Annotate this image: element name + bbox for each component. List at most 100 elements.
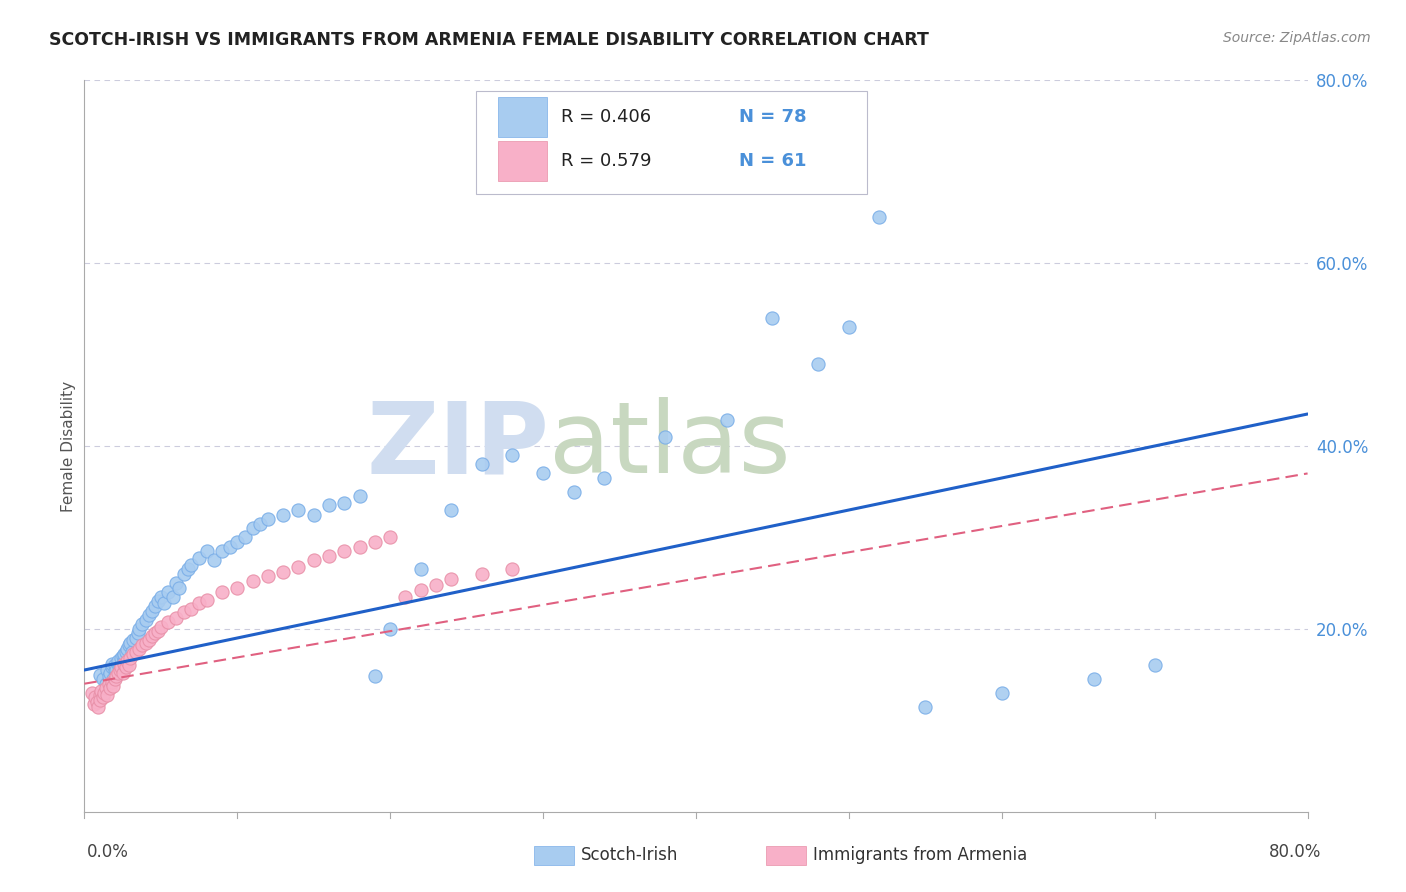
Point [146, 624, 169, 638]
Point [165, 611, 187, 625]
Bar [498, 96, 547, 137]
Point [318, 499, 340, 513]
Point [271, 565, 294, 579]
Point [127, 626, 149, 640]
Point [502, 562, 524, 576]
Text: 80.0%: 80.0% [1270, 843, 1322, 861]
Point [91, 672, 114, 686]
Point [202, 553, 225, 567]
Point [409, 562, 432, 576]
Point [287, 559, 309, 574]
Point [112, 654, 135, 668]
Point [149, 590, 172, 604]
Text: R = 0.579: R = 0.579 [561, 152, 652, 169]
Point [104, 663, 127, 677]
Point [249, 516, 271, 531]
Point [425, 578, 447, 592]
Point [131, 638, 153, 652]
Point [333, 544, 356, 558]
Point [991, 686, 1014, 700]
Point [333, 496, 356, 510]
Point [118, 658, 141, 673]
Point [101, 660, 124, 674]
Point [471, 458, 494, 472]
Point [211, 544, 233, 558]
Point [141, 629, 163, 643]
Point [807, 357, 830, 371]
Point [409, 583, 432, 598]
Point [104, 672, 127, 686]
Point [271, 508, 294, 522]
Point [157, 615, 180, 629]
Point [98, 681, 121, 696]
Point [93, 686, 115, 700]
Point [177, 562, 200, 576]
Text: N = 78: N = 78 [738, 108, 807, 126]
Point [89, 693, 111, 707]
Point [135, 613, 157, 627]
Point [146, 594, 169, 608]
Point [180, 558, 202, 572]
Point [101, 674, 124, 689]
Point [91, 690, 114, 705]
Point [125, 645, 148, 659]
Text: R = 0.406: R = 0.406 [561, 108, 651, 126]
Point [173, 567, 195, 582]
Point [502, 448, 524, 462]
Point [716, 413, 738, 427]
Point [195, 544, 218, 558]
Point [97, 669, 120, 683]
Point [302, 508, 325, 522]
Point [121, 645, 143, 659]
Text: 0.0%: 0.0% [87, 843, 129, 861]
Point [157, 585, 180, 599]
Point [112, 657, 135, 671]
Point [242, 574, 264, 589]
Point [761, 311, 783, 326]
Point [1143, 658, 1166, 673]
Point [107, 665, 129, 680]
Point [87, 699, 110, 714]
Point [115, 642, 138, 657]
Point [122, 648, 145, 662]
Point [94, 676, 117, 690]
Point [211, 585, 233, 599]
Point [101, 657, 124, 671]
Point [143, 626, 166, 640]
Point [562, 484, 585, 499]
Point [226, 581, 249, 595]
Point [83, 697, 105, 711]
Point [115, 654, 138, 668]
Point [593, 471, 616, 485]
Point [138, 632, 160, 647]
Point [218, 540, 240, 554]
Point [440, 503, 463, 517]
Text: Source: ZipAtlas.com: Source: ZipAtlas.com [1223, 31, 1371, 45]
Point [138, 608, 160, 623]
Point [173, 606, 195, 620]
Point [257, 512, 280, 526]
Point [149, 620, 172, 634]
Point [167, 581, 190, 595]
Point [165, 576, 187, 591]
Point [103, 672, 125, 686]
Point [128, 622, 150, 636]
Point [364, 669, 387, 683]
Point [302, 553, 325, 567]
Point [89, 667, 111, 681]
Text: Scotch-Irish: Scotch-Irish [581, 847, 678, 864]
Point [1083, 672, 1105, 686]
Text: atlas: atlas [550, 398, 790, 494]
Point [105, 663, 128, 677]
Point [110, 651, 132, 665]
Point [188, 550, 211, 565]
Point [94, 681, 117, 696]
Point [914, 699, 936, 714]
Point [104, 658, 127, 673]
Point [233, 530, 256, 544]
Point [195, 592, 218, 607]
Point [135, 635, 157, 649]
Point [114, 660, 136, 674]
Point [188, 596, 211, 610]
Y-axis label: Female Disability: Female Disability [60, 380, 76, 512]
